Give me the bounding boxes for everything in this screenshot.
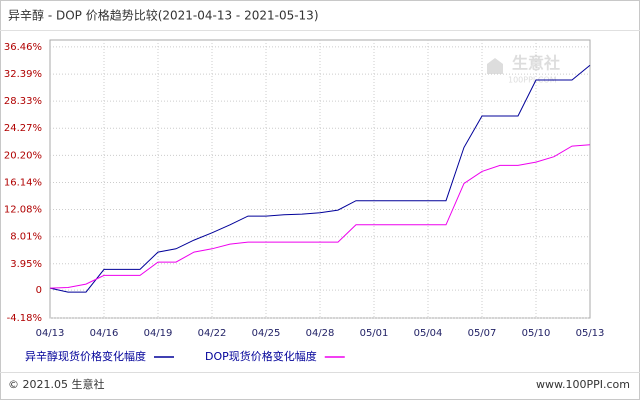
y-tick-label: 24.27% (4, 123, 42, 134)
x-tick-label: 04/13 (36, 328, 65, 339)
series-line (49, 64, 591, 293)
footer-right: www.100PPI.com (536, 378, 630, 391)
x-tick-label: 04/28 (306, 328, 335, 339)
y-tick-label: -4.18% (7, 313, 42, 324)
x-tick-label: 05/04 (414, 328, 443, 339)
legend-label: 异辛醇现货价格变化幅度 (25, 349, 146, 363)
y-tick-label: 0 (36, 285, 42, 296)
x-tick-label: 05/10 (522, 328, 551, 339)
footer-left: © 2021.05 生意社 (8, 377, 104, 391)
watermark: 生意社 (512, 54, 560, 73)
y-tick-label: 28.33% (4, 96, 42, 107)
watermark: 100PPI.COM (508, 76, 557, 85)
y-tick-label: 36.46% (4, 42, 42, 53)
legend-label: DOP现货价格变化幅度 (205, 349, 317, 363)
y-tick-label: 16.14% (4, 177, 42, 188)
x-tick-label: 04/19 (144, 328, 173, 339)
chart-title: 异辛醇 - DOP 价格趋势比较(2021-04-13 - 2021-05-13… (8, 8, 319, 23)
x-tick-label: 04/16 (90, 328, 119, 339)
y-tick-label: 3.95% (10, 259, 42, 270)
y-tick-label: 8.01% (10, 232, 42, 243)
x-tick-label: 04/25 (252, 328, 281, 339)
y-tick-label: 32.39% (4, 69, 42, 80)
x-tick-label: 05/07 (468, 328, 497, 339)
x-tick-label: 05/01 (360, 328, 389, 339)
series-line (49, 144, 591, 289)
x-tick-label: 05/13 (576, 328, 605, 339)
x-tick-label: 04/22 (198, 328, 227, 339)
y-tick-label: 20.20% (4, 150, 42, 161)
y-tick-label: 12.08% (4, 205, 42, 216)
watermark-icon (487, 58, 503, 74)
